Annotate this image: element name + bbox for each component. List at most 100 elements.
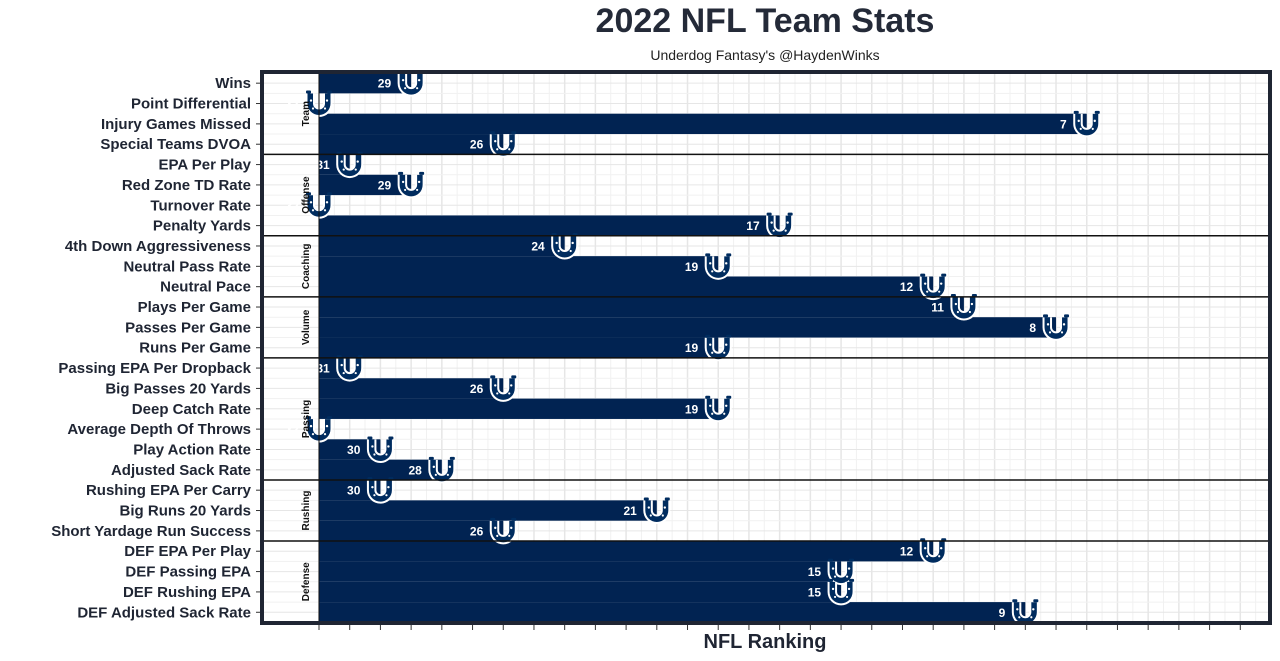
bar-value-label: 8 (1029, 321, 1036, 335)
bar-value-label: 30 (347, 484, 361, 498)
row-label: Passes Per Game (125, 319, 251, 336)
group-strips: Team Offense Coaching Volume Passing Rushing D… (262, 72, 1270, 623)
bar-value-label: 26 (470, 524, 484, 538)
team-logo-icon (551, 232, 579, 260)
bar-plays-per-game (319, 296, 964, 318)
bar-value-label: 12 (900, 545, 914, 559)
bar-value-label: 11 (931, 301, 944, 315)
row-labels: 29 Wins 32 Point Differential 7 Injury Games … (51, 75, 1067, 621)
bar-runs-per-game (319, 337, 719, 358)
row-label: Big Passes 20 Yards (105, 380, 251, 397)
team-logo-icon (919, 273, 947, 301)
row-label: Runs Per Game (139, 340, 251, 357)
group-label: Team (301, 101, 312, 126)
team-logo-icon (305, 90, 333, 118)
bar-value-label: 30 (347, 443, 361, 457)
row-label: Neutral Pass Rate (123, 258, 251, 275)
bar-deep-catch-rate (319, 398, 719, 419)
bar-value-label: 32 (286, 199, 300, 213)
bar-value-label: 19 (685, 402, 699, 416)
row-label: Rushing EPA Per Carry (86, 482, 252, 499)
bar-value-label: 26 (470, 138, 484, 152)
bar-value-label: 32 (286, 423, 300, 437)
bar-short-yardage-run-success (319, 520, 504, 542)
row-label: Plays Per Game (138, 299, 251, 316)
row-label: 4th Down Aggressiveness (65, 238, 251, 255)
team-logo-icon (489, 375, 517, 402)
bar-value-label: 12 (900, 280, 914, 294)
bar-neutral-pass-rate (319, 256, 719, 277)
team-logo-icon (397, 171, 425, 199)
team-logo-icon (336, 355, 364, 382)
team-logo-icon (489, 131, 517, 158)
bars (319, 73, 1087, 623)
bar-def-epa-per-play (319, 541, 934, 562)
bar-4th-down-aggressiveness (319, 235, 565, 257)
x-axis-label: NFL Ranking (704, 631, 827, 653)
bar-rushing-epa-per-carry (319, 480, 381, 501)
bar-value-label: 24 (531, 239, 545, 253)
row-label: Wins (215, 75, 251, 92)
team-logo-icon (704, 395, 732, 423)
row-label: DEF EPA Per Play (124, 543, 251, 560)
row-label: EPA Per Play (158, 157, 251, 174)
row-label: Deep Catch Rate (132, 401, 251, 418)
team-logo-icon (366, 477, 394, 504)
bar-value-label: 28 (408, 463, 422, 477)
group-label: Passing (301, 400, 312, 438)
chart-subtitle: Underdog Fantasy's @HaydenWinks (650, 47, 880, 63)
bar-value-label: 21 (623, 504, 637, 518)
bar-play-action-rate (319, 439, 381, 460)
group-label: Offense (301, 176, 312, 214)
bar-red-zone-td-rate (319, 174, 412, 196)
logos (305, 70, 1101, 626)
row-label: Point Differential (131, 96, 251, 113)
row-label: Special Teams DVOA (100, 136, 251, 153)
bar-value-label: 29 (378, 77, 392, 91)
row-label: Average Depth Of Throws (67, 421, 251, 438)
bar-value-label: 32 (286, 97, 300, 111)
chart-title: 2022 NFL Team Stats (595, 2, 935, 40)
row-label: DEF Rushing EPA (123, 584, 251, 601)
bar-value-label: 31 (316, 362, 330, 376)
row-label: Neutral Pace (160, 279, 251, 296)
group-label: Defense (301, 562, 312, 601)
team-logo-icon (704, 334, 732, 362)
bar-value-label: 15 (808, 565, 822, 579)
bar-value-label: 31 (316, 158, 330, 172)
bar-adjusted-sack-rate (319, 459, 442, 480)
row-label: Short Yardage Run Success (51, 523, 251, 540)
row-label: Turnover Rate (150, 197, 251, 214)
row-label: Passing EPA Per Dropback (58, 360, 251, 377)
row-label: Red Zone TD Rate (122, 177, 251, 194)
team-logo-icon (1011, 599, 1039, 626)
team-logo-icon (489, 517, 517, 545)
bar-def-passing-epa (319, 561, 842, 582)
bar-neutral-pace (319, 276, 934, 297)
plot-border (260, 70, 1272, 625)
bar-value-label: 17 (746, 219, 760, 233)
team-logo-icon (827, 558, 855, 586)
group-label: Coaching (301, 244, 312, 290)
bar-special-teams-dvoa (319, 134, 504, 155)
bar-value-label: 19 (685, 260, 699, 274)
row-label: Big Runs 20 Yards (120, 503, 251, 520)
row-label: Play Action Rate (133, 441, 251, 458)
bar-big-passes-20-yards (319, 378, 504, 399)
group-label: Rushing (301, 491, 312, 531)
x-axis-ticks (318, 625, 1241, 630)
row-label: DEF Passing EPA (125, 564, 251, 581)
bar-passes-per-game (319, 317, 1057, 338)
group-label: Volume (301, 309, 312, 345)
bar-value-label: 26 (470, 382, 484, 396)
team-logo-icon (766, 212, 794, 240)
team-logo-icon (305, 416, 333, 443)
team-logo-icon (336, 151, 364, 179)
row-label: Injury Games Missed (101, 116, 251, 133)
row-label: Penalty Yards (153, 218, 251, 235)
bar-value-label: 9 (999, 606, 1006, 620)
bar-value-label: 7 (1060, 117, 1067, 131)
team-logo-icon (305, 192, 333, 219)
team-logo-icon (366, 436, 394, 463)
